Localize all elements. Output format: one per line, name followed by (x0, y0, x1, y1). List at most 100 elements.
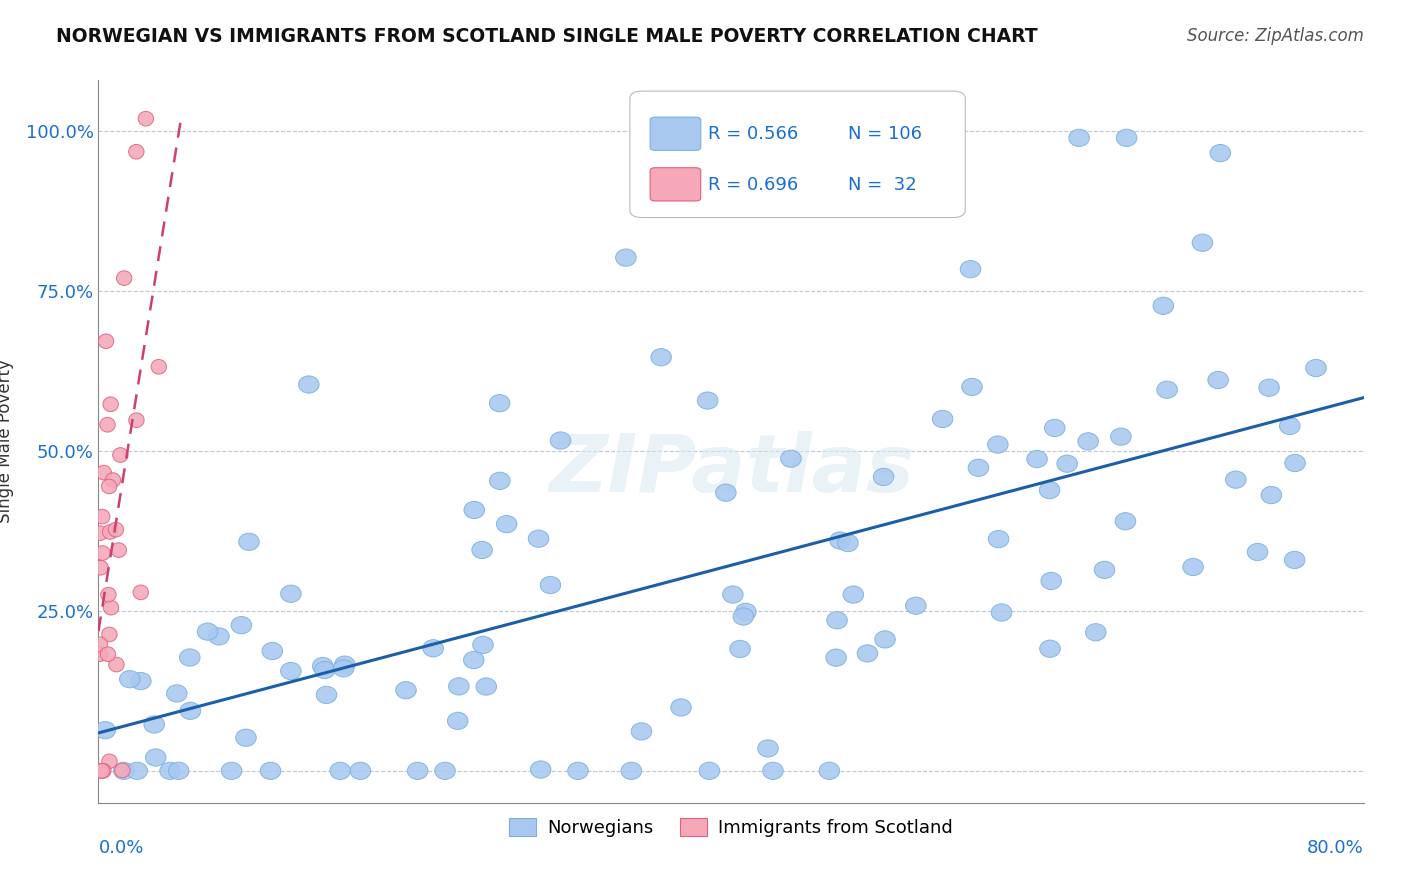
Ellipse shape (758, 739, 779, 757)
Ellipse shape (208, 628, 229, 645)
Ellipse shape (671, 698, 692, 716)
Ellipse shape (112, 448, 128, 462)
Ellipse shape (472, 636, 494, 654)
Ellipse shape (93, 526, 108, 541)
Ellipse shape (1039, 640, 1060, 657)
Ellipse shape (1039, 482, 1060, 499)
Ellipse shape (496, 516, 517, 533)
Ellipse shape (905, 597, 927, 615)
Ellipse shape (134, 585, 149, 599)
Ellipse shape (408, 762, 427, 780)
Ellipse shape (825, 649, 846, 666)
Text: 80.0%: 80.0% (1308, 838, 1364, 857)
Ellipse shape (298, 376, 319, 393)
Ellipse shape (477, 678, 496, 695)
Ellipse shape (117, 271, 132, 285)
Ellipse shape (1211, 145, 1230, 161)
FancyBboxPatch shape (630, 91, 966, 218)
Ellipse shape (197, 623, 218, 640)
Ellipse shape (716, 484, 737, 501)
Ellipse shape (873, 468, 894, 485)
Ellipse shape (231, 616, 252, 634)
Ellipse shape (94, 764, 110, 778)
Ellipse shape (1057, 455, 1077, 472)
Ellipse shape (697, 392, 718, 409)
Ellipse shape (120, 671, 141, 688)
Ellipse shape (568, 762, 588, 780)
Ellipse shape (96, 722, 115, 739)
Text: Source: ZipAtlas.com: Source: ZipAtlas.com (1187, 27, 1364, 45)
Ellipse shape (100, 417, 115, 432)
Ellipse shape (108, 657, 124, 672)
Ellipse shape (1085, 624, 1107, 641)
Ellipse shape (530, 761, 551, 778)
Legend: Norwegians, Immigrants from Scotland: Norwegians, Immigrants from Scotland (502, 811, 960, 845)
Text: 0.0%: 0.0% (98, 838, 143, 857)
Ellipse shape (1182, 558, 1204, 575)
Ellipse shape (1094, 561, 1115, 579)
Ellipse shape (93, 560, 108, 575)
Ellipse shape (434, 762, 456, 780)
Ellipse shape (464, 651, 484, 669)
Ellipse shape (1040, 573, 1062, 590)
Ellipse shape (1153, 297, 1174, 314)
Ellipse shape (735, 603, 756, 621)
Text: N = 106: N = 106 (848, 126, 921, 144)
Ellipse shape (143, 716, 165, 733)
Ellipse shape (449, 678, 470, 695)
Ellipse shape (98, 334, 114, 349)
Ellipse shape (180, 702, 201, 720)
Ellipse shape (239, 533, 259, 550)
Ellipse shape (550, 432, 571, 450)
Ellipse shape (733, 608, 754, 625)
Ellipse shape (651, 349, 672, 366)
Ellipse shape (312, 657, 333, 674)
Ellipse shape (131, 673, 150, 690)
Ellipse shape (1247, 543, 1268, 560)
Text: N =  32: N = 32 (848, 176, 917, 194)
Ellipse shape (105, 473, 121, 487)
Ellipse shape (1069, 129, 1090, 146)
FancyBboxPatch shape (650, 168, 700, 201)
Ellipse shape (96, 764, 111, 778)
Ellipse shape (101, 754, 117, 769)
Text: R = 0.696: R = 0.696 (709, 176, 799, 194)
Ellipse shape (93, 764, 108, 778)
Ellipse shape (932, 410, 953, 427)
Ellipse shape (108, 522, 124, 537)
Ellipse shape (1226, 471, 1246, 488)
Ellipse shape (1285, 454, 1305, 472)
Ellipse shape (621, 762, 641, 780)
Ellipse shape (540, 576, 561, 594)
FancyBboxPatch shape (650, 117, 700, 151)
Ellipse shape (93, 637, 108, 652)
Ellipse shape (529, 530, 548, 548)
Ellipse shape (1045, 419, 1064, 436)
Ellipse shape (315, 662, 335, 679)
Ellipse shape (1284, 551, 1305, 568)
Ellipse shape (103, 600, 118, 615)
Ellipse shape (115, 763, 131, 778)
Ellipse shape (1208, 371, 1229, 389)
Text: NORWEGIAN VS IMMIGRANTS FROM SCOTLAND SINGLE MALE POVERTY CORRELATION CHART: NORWEGIAN VS IMMIGRANTS FROM SCOTLAND SI… (56, 27, 1038, 45)
Ellipse shape (335, 656, 356, 673)
Ellipse shape (262, 642, 283, 660)
Ellipse shape (1279, 417, 1301, 434)
Ellipse shape (221, 762, 242, 780)
Ellipse shape (333, 660, 354, 677)
Ellipse shape (160, 762, 180, 780)
Ellipse shape (101, 587, 117, 602)
Ellipse shape (103, 524, 118, 540)
Ellipse shape (1261, 486, 1282, 504)
Ellipse shape (145, 749, 166, 766)
Ellipse shape (447, 712, 468, 730)
Ellipse shape (101, 627, 117, 641)
Ellipse shape (875, 631, 896, 648)
Ellipse shape (820, 762, 839, 780)
Ellipse shape (114, 762, 134, 780)
Ellipse shape (827, 612, 848, 629)
Ellipse shape (1026, 450, 1047, 467)
Ellipse shape (127, 762, 148, 780)
Ellipse shape (699, 762, 720, 780)
Ellipse shape (129, 413, 145, 427)
